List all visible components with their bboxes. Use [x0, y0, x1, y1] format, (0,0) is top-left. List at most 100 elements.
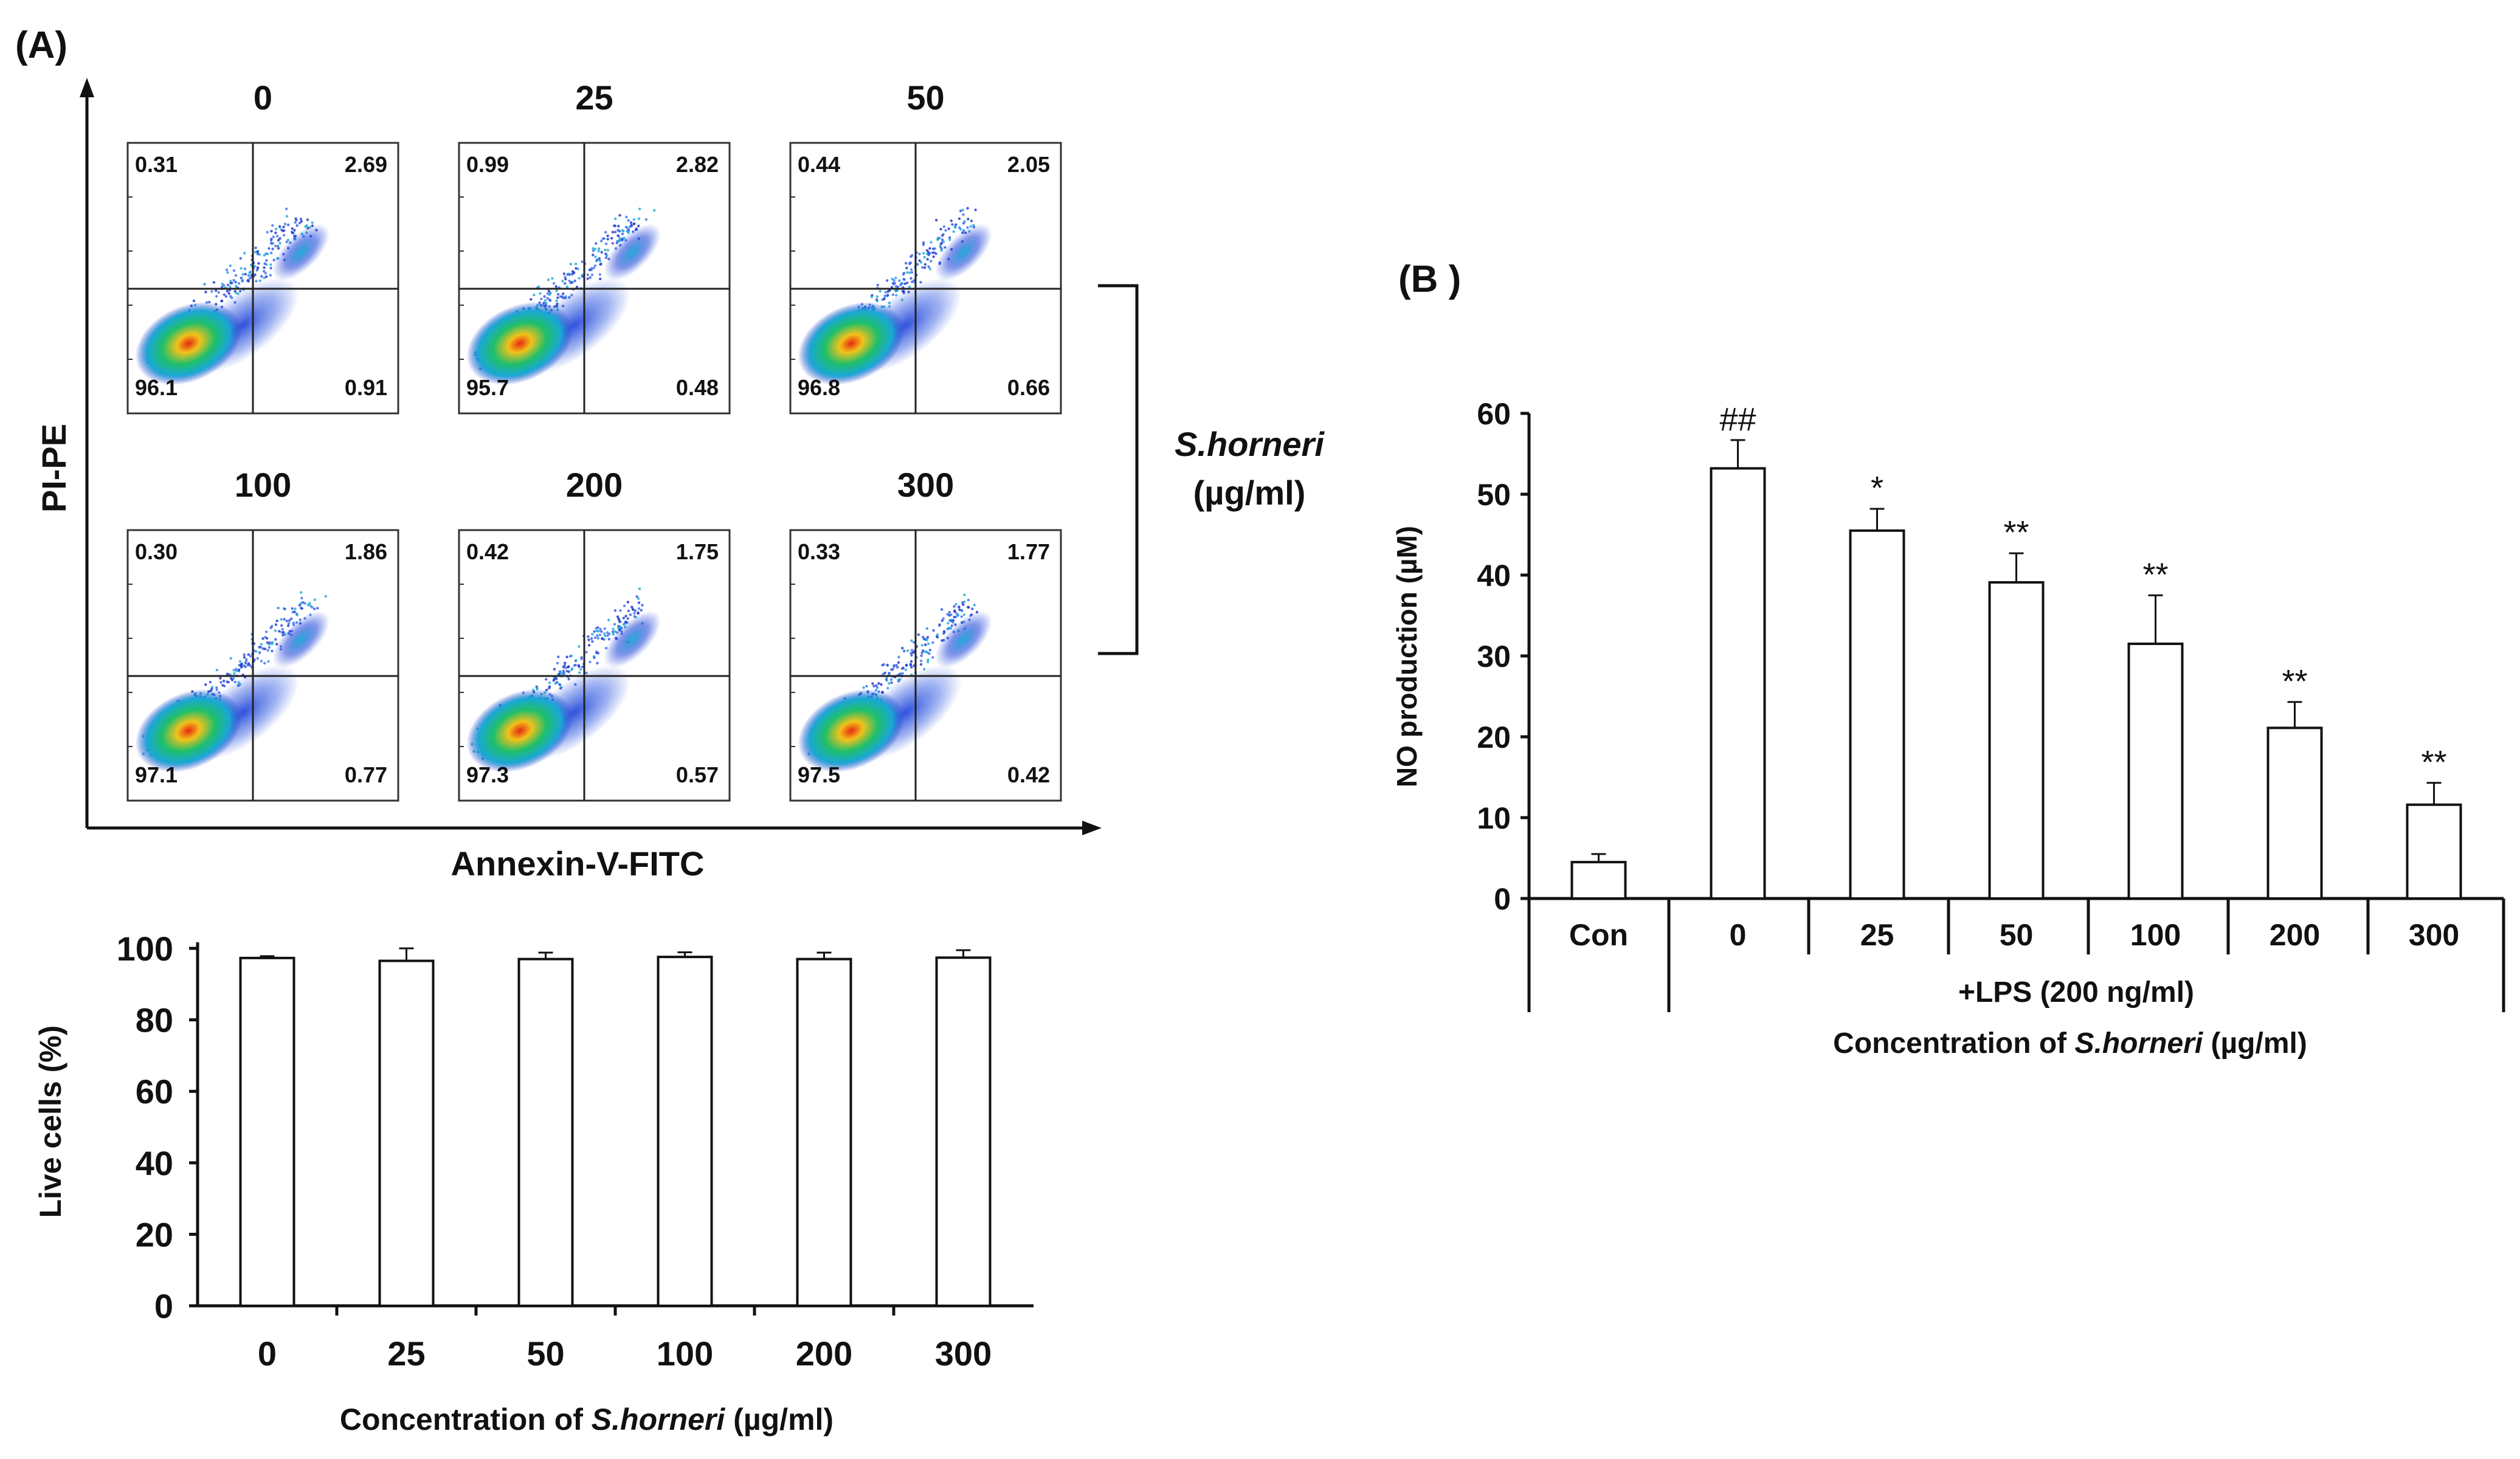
flow-event-dot [265, 263, 268, 266]
flow-event-dot [277, 607, 280, 610]
viability-x-tick-label: 200 [796, 1334, 852, 1373]
flow-event-dot [277, 244, 280, 247]
flow-event-dot [872, 685, 875, 688]
flow-density-core [466, 689, 573, 773]
flow-plot-concentration: 25 [575, 78, 613, 117]
flow-event-dot [215, 668, 219, 672]
flow-event-dot [263, 276, 266, 280]
no-x-tick-label: 25 [1860, 918, 1894, 952]
flow-event-dot [941, 619, 944, 623]
viability-x-tick-label: 25 [387, 1334, 425, 1373]
viability-y-tick-label: 0 [154, 1287, 173, 1325]
quadrant-upper-right-value: 1.77 [1007, 539, 1050, 564]
flow-event-dot [927, 642, 930, 646]
flow-event-dot [638, 587, 641, 590]
flow-event-dot [633, 612, 636, 615]
flow-event-dot [589, 276, 592, 279]
flow-event-dot [879, 289, 882, 293]
flow-event-dot [905, 261, 908, 265]
flow-event-dot [569, 281, 573, 285]
flow-event-dot [559, 295, 562, 298]
flow-event-dot [539, 292, 542, 295]
flow-event-dot [547, 278, 550, 281]
flow-event-dot [567, 665, 570, 668]
flow-event-dot [925, 249, 929, 252]
no-y-tick-label: 20 [1477, 720, 1511, 754]
no-y-axis-label: NO production (µM) [1391, 526, 1423, 787]
flow-event-dot [632, 218, 636, 221]
flow-event-dot [927, 658, 930, 661]
viability-x-tick-label: 100 [657, 1334, 713, 1373]
flow-event-dot [597, 249, 600, 253]
flow-event-dot [585, 650, 588, 654]
quadrant-lower-left-value: 97.5 [798, 762, 840, 787]
flow-event-dot [637, 597, 640, 600]
flow-event-dot [598, 257, 601, 260]
flow-event-dot [936, 635, 939, 639]
flow-event-dot [596, 636, 599, 640]
flow-event-dot [562, 272, 566, 275]
no-x-tick-label: 200 [2270, 918, 2320, 952]
viability-bar [517, 957, 574, 1307]
flow-event-dot [928, 652, 931, 655]
flow-event-dot [632, 608, 635, 611]
flow-event-dot [553, 667, 556, 671]
flow-event-dot [597, 247, 601, 250]
flow-event-dot [910, 654, 913, 657]
flow-event-dot [248, 664, 252, 667]
flow-event-dot [895, 664, 898, 667]
flow-event-dot [530, 298, 533, 301]
flow-event-dot [592, 247, 595, 250]
flow-event-dot [596, 634, 599, 637]
no-bar [1849, 529, 1905, 900]
flow-event-dot [565, 669, 568, 673]
viability-x-tick-label: 0 [258, 1334, 277, 1373]
flow-event-dot [962, 603, 965, 606]
flow-event-dot [923, 263, 927, 266]
flow-event-dot [264, 630, 268, 633]
flow-event-dot [256, 267, 260, 271]
flow-event-dot [933, 251, 936, 254]
flow-event-dot [606, 238, 609, 241]
flow-plot-concentration: 50 [906, 78, 944, 117]
flow-event-dot [903, 278, 906, 281]
flow-event-dot [556, 296, 559, 299]
flow-event-dot [932, 255, 935, 258]
flow-event-dot [274, 227, 278, 230]
quadrant-lower-right-value: 0.57 [676, 762, 719, 787]
flow-plot-concentration: 100 [235, 466, 291, 504]
flow-event-dot [947, 227, 950, 230]
quadrant-upper-right-value: 2.69 [345, 152, 387, 177]
flow-event-dot [616, 229, 620, 232]
flow-event-dot [613, 230, 617, 233]
flow-event-dot [918, 252, 921, 255]
flow-event-dot [269, 266, 272, 270]
flow-event-dot [875, 684, 878, 688]
flow-event-dot [316, 607, 319, 610]
flow-event-dot [261, 647, 264, 650]
flow-event-dot [598, 273, 601, 276]
flow-event-dot [548, 685, 551, 688]
flow-event-dot [268, 247, 271, 250]
flow-event-dot [959, 209, 962, 213]
flow-event-dot [911, 271, 914, 274]
flow-event-dot [243, 653, 246, 657]
flow-event-dot [891, 277, 894, 281]
flow-event-dot [274, 638, 277, 641]
flow-event-dot [940, 608, 944, 611]
flow-event-dot [617, 235, 620, 238]
flow-event-dot [626, 601, 630, 604]
flow-event-dot [871, 682, 874, 685]
flow-event-dot [606, 249, 610, 252]
flow-event-dot [953, 225, 957, 228]
flow-event-dot [240, 267, 243, 270]
flow-y-arrow-icon [80, 78, 94, 97]
flow-density-core [798, 302, 905, 385]
flow-event-dot [598, 633, 602, 636]
quadrant-upper-left-value: 0.31 [135, 152, 178, 177]
flow-event-dot [244, 661, 247, 665]
no-significance-marker: ** [2003, 514, 2029, 551]
flow-event-dot [958, 605, 961, 609]
flow-event-dot [632, 222, 636, 226]
flow-event-dot [597, 630, 600, 633]
